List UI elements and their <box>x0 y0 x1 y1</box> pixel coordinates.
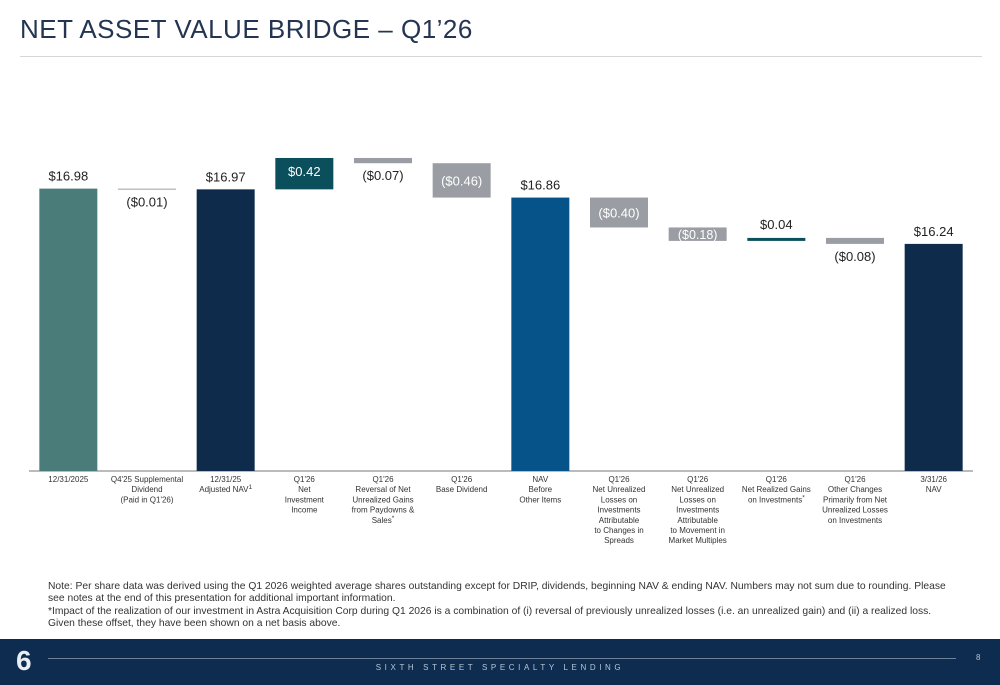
footer-company-name: SIXTH STREET SPECIALTY LENDING <box>375 663 625 672</box>
bar-1 <box>118 188 176 190</box>
category-label-3: Q1'26 Net Investment Income <box>285 475 325 515</box>
footnote-line-1: Note: Per share data was derived using t… <box>48 581 946 605</box>
page-number: 8 <box>976 653 981 662</box>
value-label-2: $16.97 <box>206 169 246 184</box>
category-label-9: Q1'26 Net Realized Gains on Investments* <box>742 475 811 504</box>
category-label-0: 12/31/2025 <box>48 475 89 484</box>
category-label-1: Q4'25 Supplemental Dividend (Paid in Q1'26… <box>111 475 183 504</box>
bar-10 <box>826 237 884 244</box>
category-label-11: 3/31/26 NAV <box>920 475 947 494</box>
footnote-line-2: *Impact of the realization of our invest… <box>48 605 932 630</box>
bar-4 <box>354 157 412 164</box>
value-label-3: $0.42 <box>288 164 321 179</box>
category-label-5: Q1'26 Base Dividend <box>436 475 488 494</box>
footnote: Note: Per share data was derived using t… <box>48 581 960 631</box>
value-label-4: ($0.07) <box>362 168 403 183</box>
value-label-7: ($0.40) <box>598 206 639 221</box>
bar-5 <box>432 163 491 198</box>
bar-9 <box>747 237 806 241</box>
value-label-10: ($0.08) <box>834 249 875 264</box>
value-label-1: ($0.01) <box>126 194 167 209</box>
category-label-2: 12/31/25 Adjusted NAV1 <box>199 475 252 494</box>
bar-11 <box>904 243 963 471</box>
footer-bar: 6 SIXTH STREET SPECIALTY LENDING 8 <box>0 639 1000 685</box>
bar-6 <box>511 197 570 472</box>
bar-8 <box>668 227 727 241</box>
value-label-11: $16.24 <box>914 224 954 239</box>
category-label-7: Q1'26 Net Unrealized Losses on Investments A… <box>593 475 646 545</box>
page-title: NET ASSET VALUE BRIDGE – Q1’26 <box>20 14 473 44</box>
footer-divider <box>48 658 956 659</box>
value-label-8: ($0.18) <box>678 228 718 242</box>
bar-7 <box>590 197 648 228</box>
bar-3 <box>275 157 334 190</box>
company-logo: 6 <box>16 645 32 676</box>
value-label-0: $16.98 <box>48 169 88 184</box>
nav-bridge-chart: $16.98 12/31/2025 ($0.01) Q4'25 Supplementa… <box>29 157 973 545</box>
value-label-9: $0.04 <box>760 217 793 232</box>
title-divider <box>20 56 982 57</box>
category-label-8: Q1'26 Net Unrealized Losses on Investments A… <box>669 475 727 545</box>
bar-0 <box>39 188 98 471</box>
bar-2 <box>196 189 255 471</box>
value-label-6: $16.86 <box>520 178 560 193</box>
category-label-10: Q1'26 Other Changes Primarily from Net Unre… <box>822 475 888 525</box>
category-label-4: Q1'26 Reversal of Net Unrealized Gains from… <box>352 475 415 525</box>
value-label-5: ($0.46) <box>441 173 482 188</box>
category-label-6: NAV Before Other Items <box>519 475 561 504</box>
